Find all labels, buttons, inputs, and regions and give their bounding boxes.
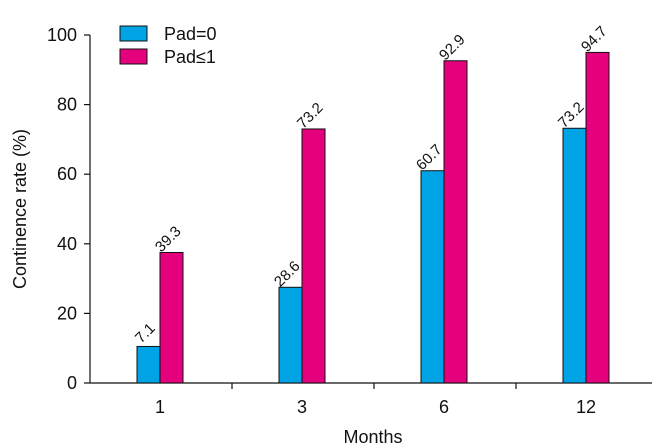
legend-label: Pad=0 [164,24,217,44]
legend-swatch [119,25,148,42]
bars [136,51,610,384]
data-labels: 7.1 28.6 60.7 73.2 39.3 73.2 92.9 94.7 [132,23,611,347]
y-tick-label: 40 [57,234,77,254]
data-label: 28.6 [271,258,304,291]
y-tick-label: 60 [57,164,77,184]
data-label: 73.2 [555,99,588,132]
x-tick-label: 3 [297,397,307,417]
y-axis-title: Continence rate (%) [10,129,30,289]
bar-pad0-6 [420,170,445,384]
x-tick-label: 6 [439,397,449,417]
y-tick-label: 0 [67,373,77,393]
x-axis: 1 3 6 12 [90,382,652,417]
bar-pad1-3 [301,128,326,384]
y-tick-label: 100 [47,25,77,45]
bar-pad0-1 [136,345,161,384]
legend-label: Pad≤1 [164,47,216,67]
data-label: 60.7 [413,141,446,174]
data-label: 39.3 [152,223,185,256]
legend-swatch [119,48,148,65]
y-tick-label: 20 [57,303,77,323]
data-label: 73.2 [294,99,327,132]
bar-pad0-3 [278,286,303,384]
bar-pad1-12 [585,51,610,384]
x-tick-label: 12 [576,397,596,417]
x-tick-label: 1 [155,397,165,417]
data-label: 94.7 [578,23,611,56]
bar-pad1-1 [159,252,184,384]
data-label: 92.9 [436,31,469,64]
y-axis: 0 20 40 60 80 100 [47,25,91,393]
data-label: 7.1 [132,320,159,347]
bar-pad1-6 [443,60,468,384]
bar-pad0-12 [562,127,587,384]
legend: Pad=0 Pad≤1 [119,24,217,67]
y-tick-label: 80 [57,95,77,115]
x-axis-title: Months [343,427,402,447]
